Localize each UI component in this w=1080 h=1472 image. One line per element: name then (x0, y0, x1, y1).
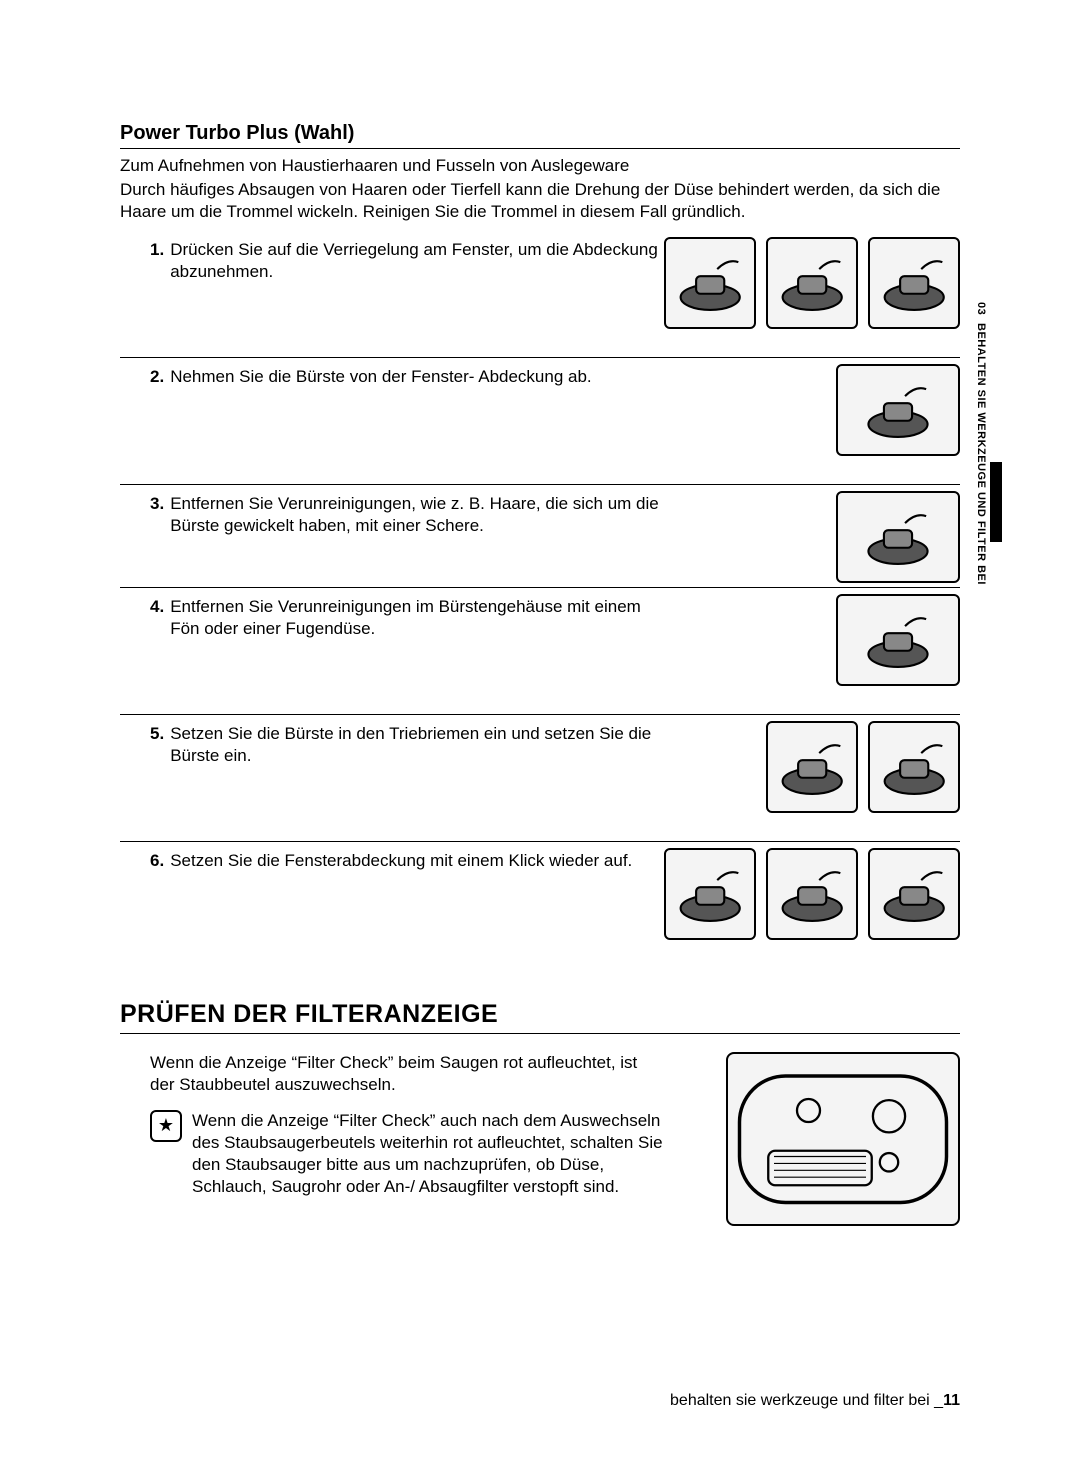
side-tab: 03 BEHALTEN SIE WERKZEUGE UND FILTER BEI (974, 302, 1002, 602)
step-text: 2. Nehmen Sie die Bürste von der Fenster-… (150, 366, 670, 388)
step: 3.Entfernen Sie Verunreinigungen, wie z.… (120, 484, 960, 587)
step-illustration (664, 237, 756, 329)
step-body: Setzen Sie die Bürste in den Triebriemen… (170, 723, 670, 767)
step-text: 6. Setzen Sie die Fensterabdeckung mit ei… (150, 850, 670, 872)
step-illustration (766, 848, 858, 940)
footer-page: 11 (943, 1392, 960, 1409)
vacuum-icon (728, 1053, 958, 1226)
vacuum-top-illustration (726, 1052, 960, 1226)
step-text: 1.Drücken Sie auf die Verriegelung am Fe… (150, 239, 670, 283)
step-illustration (868, 721, 960, 813)
page-footer: behalten sie werkzeuge und filter bei _1… (670, 1391, 960, 1412)
step-body: Drücken Sie auf die Verriegelung am Fens… (170, 239, 670, 283)
section2-title: PRÜFEN DER FILTERANZEIGE (120, 998, 960, 1034)
step-text: 5.Setzen Sie die Bürste in den Triebriem… (150, 723, 670, 767)
step: 4.Entfernen Sie Verunreinigungen im Bürs… (120, 587, 960, 714)
step-illustration (836, 491, 960, 583)
step-number: 3. (150, 493, 164, 537)
step-text: 3.Entfernen Sie Verunreinigungen, wie z.… (150, 493, 670, 537)
step-body: Nehmen Sie die Bürste von der Fenster- A… (170, 366, 591, 388)
footer-text: behalten sie werkzeuge und filter bei _ (670, 1392, 943, 1409)
step: 5.Setzen Sie die Bürste in den Triebriem… (120, 714, 960, 841)
step-text: 4.Entfernen Sie Verunreinigungen im Bürs… (150, 596, 670, 640)
step-illustration (868, 237, 960, 329)
step-illustration (868, 848, 960, 940)
intro-line-1: Zum Aufnehmen von Haustierhaaren und Fus… (120, 155, 960, 177)
intro-line-2: Durch häufiges Absaugen von Haaren oder … (120, 179, 960, 223)
filter-p1: Wenn die Anzeige “Filter Check” beim Sau… (150, 1052, 640, 1096)
filter-block: Wenn die Anzeige “Filter Check” beim Sau… (120, 1052, 960, 1199)
step: 2. Nehmen Sie die Bürste von der Fenster-… (120, 357, 960, 484)
step-images (664, 848, 960, 940)
step-illustration (836, 364, 960, 456)
section1-title: Power Turbo Plus (Wahl) (120, 120, 960, 149)
filter-p2: Wenn die Anzeige “Filter Check” auch nac… (192, 1110, 682, 1198)
step-illustration (766, 721, 858, 813)
step-images (664, 237, 960, 329)
step-images (836, 491, 960, 583)
step-illustration (836, 594, 960, 686)
steps-list: 1.Drücken Sie auf die Verriegelung am Fe… (120, 231, 960, 968)
main-content: Power Turbo Plus (Wahl) Zum Aufnehmen vo… (120, 120, 960, 1198)
step-number: 1. (150, 239, 164, 283)
step-body: Setzen Sie die Fensterabdeckung mit eine… (170, 850, 632, 872)
step-number: 2. (150, 366, 164, 388)
step-images (766, 721, 960, 813)
step-number: 5. (150, 723, 164, 767)
step: 1.Drücken Sie auf die Verriegelung am Fe… (120, 231, 960, 357)
step-images (836, 594, 960, 686)
step: 6. Setzen Sie die Fensterabdeckung mit ei… (120, 841, 960, 968)
side-tab-num: 03 (974, 302, 988, 315)
step-number: 4. (150, 596, 164, 640)
step-number: 6. (150, 850, 164, 872)
side-tab-label: BEHALTEN SIE WERKZEUGE UND FILTER BEI (974, 323, 988, 585)
side-tab-text: 03 BEHALTEN SIE WERKZEUGE UND FILTER BEI (974, 302, 988, 602)
step-images (836, 364, 960, 456)
step-illustration (766, 237, 858, 329)
step-illustration (664, 848, 756, 940)
step-body: Entfernen Sie Verunreinigungen im Bürste… (170, 596, 670, 640)
section1-intro: Zum Aufnehmen von Haustierhaaren und Fus… (120, 155, 960, 223)
step-body: Entfernen Sie Verunreinigungen, wie z. B… (170, 493, 670, 537)
side-tab-marker (990, 462, 1002, 542)
star-icon: ★ (150, 1110, 182, 1142)
